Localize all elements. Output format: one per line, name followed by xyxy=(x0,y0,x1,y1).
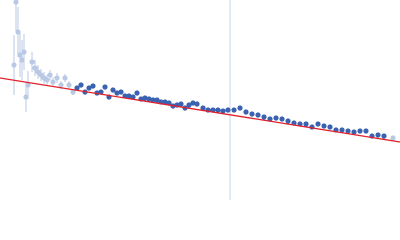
point xyxy=(47,72,53,78)
chart xyxy=(0,0,400,200)
point xyxy=(279,116,285,122)
point xyxy=(261,114,267,120)
point xyxy=(225,107,231,113)
point xyxy=(345,128,351,134)
point xyxy=(50,79,56,85)
point xyxy=(285,118,291,124)
point xyxy=(267,116,273,122)
point xyxy=(102,84,108,90)
point xyxy=(66,82,72,88)
point xyxy=(58,82,64,88)
point xyxy=(70,89,76,95)
point xyxy=(190,100,196,106)
point xyxy=(21,49,27,55)
point xyxy=(29,59,35,65)
point xyxy=(339,127,345,133)
point xyxy=(17,52,23,58)
point xyxy=(249,111,255,117)
point xyxy=(86,85,92,91)
point xyxy=(154,97,160,103)
point xyxy=(237,105,243,111)
point xyxy=(44,77,50,83)
point xyxy=(13,0,19,5)
point xyxy=(220,108,226,114)
point xyxy=(130,94,136,100)
fit-line xyxy=(0,77,400,143)
point xyxy=(215,107,221,113)
point xyxy=(194,101,200,107)
point xyxy=(327,124,333,130)
point xyxy=(231,107,237,113)
point xyxy=(351,129,357,135)
point xyxy=(126,93,132,99)
point xyxy=(54,75,60,81)
point xyxy=(357,128,363,134)
point xyxy=(62,75,68,81)
point xyxy=(375,132,381,138)
point xyxy=(15,29,21,35)
point xyxy=(25,82,31,88)
point xyxy=(78,82,84,88)
point xyxy=(381,133,387,139)
point xyxy=(118,89,124,95)
point xyxy=(23,94,29,100)
point xyxy=(200,105,206,111)
point xyxy=(11,62,17,68)
point xyxy=(178,101,184,107)
point xyxy=(150,97,156,103)
point xyxy=(146,96,152,102)
point xyxy=(186,102,192,108)
point xyxy=(90,83,96,89)
point xyxy=(315,121,321,127)
point xyxy=(273,115,279,121)
point xyxy=(74,85,80,91)
point xyxy=(243,109,249,115)
point xyxy=(114,90,120,96)
point xyxy=(134,90,140,96)
point xyxy=(32,65,38,71)
point xyxy=(363,128,369,134)
point xyxy=(321,123,327,129)
point xyxy=(110,87,116,93)
point xyxy=(162,99,168,105)
point xyxy=(255,112,261,118)
point xyxy=(303,121,309,127)
point xyxy=(390,135,396,141)
point xyxy=(19,57,25,63)
point xyxy=(142,95,148,101)
